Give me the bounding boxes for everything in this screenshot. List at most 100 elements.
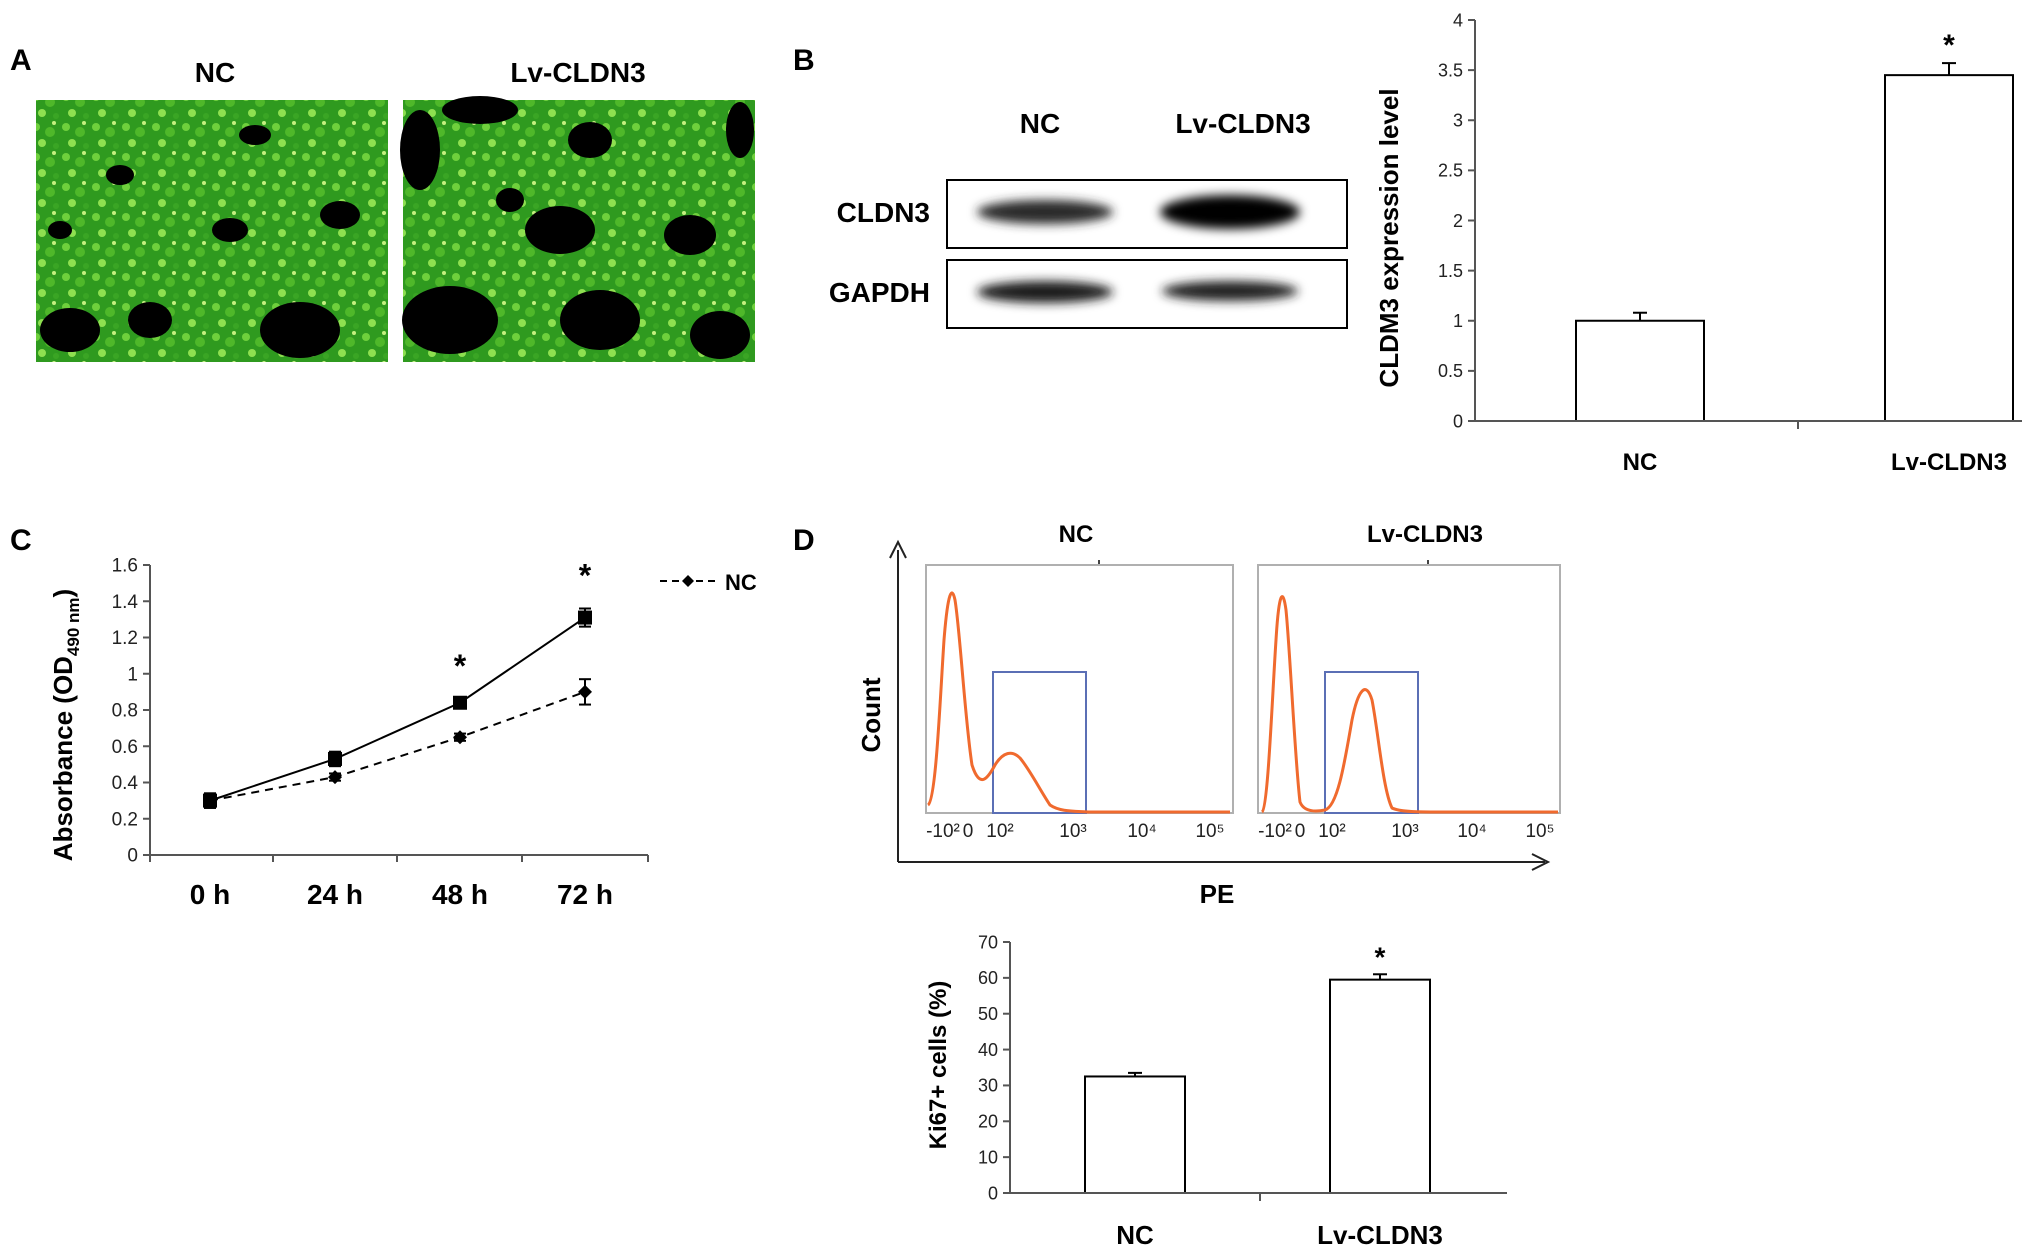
gate-nc: [992, 671, 1087, 814]
chart-c-series-line-0: [209, 616, 586, 802]
chart-b-ytick-label-3: 1.5: [1438, 261, 1463, 281]
panel-d: D NC Lv-CLDN3 Count PE -10² 0 10² 10³: [793, 521, 1561, 1250]
chart-d-bar-1: [1329, 978, 1431, 1195]
legend-nc-label: NC: [725, 570, 757, 595]
svg-text:10³: 10³: [1059, 821, 1086, 842]
chart-b-ytick-label-4: 2: [1453, 211, 1463, 231]
chart-b-bar-1: [1884, 74, 2014, 422]
band-gapdh-lv: [1162, 281, 1298, 301]
svg-text:10⁵: 10⁵: [1525, 821, 1554, 842]
chart-c-xtick-label-1: 24 h: [307, 879, 363, 910]
chart-c-ytick-label-8: 1.6: [112, 556, 138, 577]
blot-lane-lv: Lv-CLDN3: [1175, 108, 1310, 139]
histogram-lv: [1260, 595, 1558, 814]
chart-c-ytick-label-7: 1.4: [112, 592, 139, 613]
chart-c-xtick-label-2: 48 h: [432, 879, 488, 910]
chart-c-point-0-1: [328, 751, 342, 766]
western-blot: NC Lv-CLDN3 CLDN3 GAPDH: [829, 108, 1348, 329]
chart-b-xtick-label-1: Lv-CLDN3: [1891, 449, 2007, 476]
chart-c-ytick-label-1: 0.2: [112, 809, 138, 830]
blot-row-gapdh: GAPDH: [829, 277, 930, 308]
panel-letter-b: B: [793, 44, 815, 77]
flow-plot-lv: -10² 0 10² 10³ 10⁴ 10⁵: [1257, 564, 1561, 842]
flow-count-arrow: [889, 539, 907, 559]
panel-c: C Absorbance (OD490 nm) 0 0.2 0.4 0.6 0.8 1 1.…: [10, 524, 757, 910]
chart-b-ylabel: CLDM3 expression level: [1374, 88, 1404, 387]
chart-c-xtick-label-0: 0 h: [190, 879, 230, 910]
chart-d-ytick-label-0: 0: [988, 1183, 998, 1203]
svg-text:10³: 10³: [1391, 821, 1418, 842]
blot-row-cldn3: CLDN3: [837, 197, 930, 228]
chart-c-xtick-label-3: 72 h: [557, 879, 613, 910]
chart-b-ytick-label-7: 3.5: [1438, 60, 1463, 80]
svg-text:10⁴: 10⁴: [1127, 821, 1156, 842]
gate-lv: [1324, 671, 1419, 814]
chart-b-ytick-label-6: 3: [1453, 111, 1463, 131]
band-cldn3-nc: [977, 200, 1113, 224]
flow-ylabel: Count: [856, 677, 886, 752]
panel-letter-c: C: [10, 524, 32, 557]
svg-text:0: 0: [1295, 821, 1306, 842]
chart-d: Ki67+ cells (%) 0 10 20 30 40 50 60 70 NC * Lv-CL…: [925, 932, 1507, 1250]
flow-title-lv: Lv-CLDN3: [1367, 521, 1483, 548]
chart-b: CLDM3 expression level 0 0.5 1 1.5 2 2.5 3 3.5 4…: [1374, 10, 2022, 476]
panel-a: A NC Lv-CLDN3: [10, 44, 755, 362]
chart-c-series-line-1: [209, 690, 586, 802]
chart-c-ylabel: Absorbance (OD490 nm): [48, 589, 83, 861]
svg-text:10⁵: 10⁵: [1195, 821, 1224, 842]
chart-d-xtick-label-1: Lv-CLDN3: [1317, 1220, 1443, 1250]
chart-d-significance-1: *: [1375, 941, 1386, 972]
chart-c-ytick-label-6: 1.2: [112, 628, 138, 649]
histogram-nc: [926, 591, 1230, 814]
panel-a-label-lv: Lv-CLDN3: [510, 57, 645, 88]
micrograph-lv-cldn3: [400, 96, 755, 362]
flow-cytometry: NC Lv-CLDN3 Count PE -10² 0 10² 10³ 10⁴: [856, 521, 1561, 909]
chart-c-ytick-label-2: 0.4: [112, 773, 139, 794]
chart-d-ytick-label-2: 20: [978, 1112, 998, 1132]
panel-b: B NC Lv-CLDN3 CLDN3 GAPDH CLDM3 expressi…: [793, 10, 2022, 476]
chart-d-ytick-label-5: 50: [978, 1004, 998, 1024]
chart-b-xtick-label-0: NC: [1623, 449, 1658, 476]
chart-b-ytick-label-2: 1: [1453, 311, 1463, 331]
svg-text:0: 0: [963, 821, 974, 842]
chart-b-ytick-label-5: 2.5: [1438, 161, 1463, 181]
tick-labels-lv: -10² 0 10² 10³ 10⁴ 10⁵: [1258, 821, 1554, 842]
legend-nc-marker: [682, 575, 694, 587]
flow-title-nc: NC: [1059, 521, 1094, 548]
panel-letter-a: A: [10, 44, 32, 77]
flow-pe-arrow: [1531, 853, 1551, 871]
chart-d-ytick-label-7: 70: [978, 932, 998, 952]
chart-c-significance-2: *: [454, 648, 467, 684]
chart-b-ytick-label-8: 4: [1453, 10, 1463, 30]
chart-c-point-0-2: [453, 695, 467, 710]
micrograph-nc: [36, 100, 388, 362]
chart-b-bar-0: [1575, 319, 1705, 422]
chart-c-point-1-1: [328, 770, 342, 785]
flow-plot-nc: -10² 0 10² 10³ 10⁴ 10⁵: [925, 564, 1234, 842]
chart-d-ylabel: Ki67+ cells (%): [925, 981, 952, 1150]
chart-d-ytick-label-4: 40: [978, 1040, 998, 1060]
chart-d-ytick-label-3: 30: [978, 1076, 998, 1096]
band-gapdh-nc: [977, 281, 1113, 303]
chart-d-ytick-label-1: 10: [978, 1147, 998, 1167]
chart-c-legend: NC: [660, 570, 757, 595]
flow-xlabel: PE: [1200, 879, 1235, 909]
chart-b-ytick-label-0: 0: [1453, 411, 1463, 431]
svg-text:-10²: -10²: [1258, 821, 1292, 842]
chart-c-ytick-label-0: 0: [127, 846, 138, 867]
blot-lane-nc: NC: [1020, 108, 1060, 139]
chart-c-ytick-label-4: 0.8: [112, 701, 138, 722]
svg-text:10²: 10²: [1318, 821, 1345, 842]
chart-c-ytick-label-5: 1: [127, 664, 138, 685]
chart-c-ytick-label-3: 0.6: [112, 737, 138, 758]
panel-letter-d: D: [793, 524, 815, 557]
chart-b-significance-1: *: [1943, 29, 1955, 62]
chart-d-ytick-label-6: 60: [978, 968, 998, 988]
chart-b-ytick-label-1: 0.5: [1438, 361, 1463, 381]
svg-text:10²: 10²: [986, 821, 1013, 842]
chart-c-point-0-3: [578, 610, 592, 625]
chart-c-point-1-3: [578, 684, 592, 699]
tick-labels-nc: -10² 0 10² 10³ 10⁴ 10⁵: [926, 821, 1224, 842]
band-cldn3-lv: [1160, 195, 1300, 229]
